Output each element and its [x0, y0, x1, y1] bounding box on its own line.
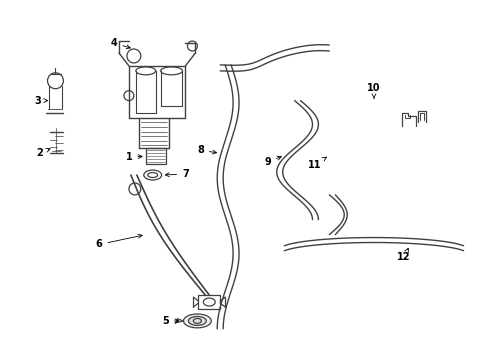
Bar — [146, 148, 166, 164]
Text: 2: 2 — [36, 148, 50, 158]
Text: 7: 7 — [165, 169, 189, 179]
Text: 12: 12 — [397, 248, 411, 262]
Ellipse shape — [189, 316, 206, 325]
Text: 3: 3 — [34, 96, 48, 105]
Text: 9: 9 — [265, 156, 281, 167]
Text: 1: 1 — [125, 152, 142, 162]
Text: 10: 10 — [367, 83, 381, 98]
Text: 8: 8 — [197, 145, 217, 155]
Text: 4: 4 — [111, 38, 130, 49]
Text: 6: 6 — [96, 234, 142, 249]
Text: 11: 11 — [308, 157, 326, 170]
Ellipse shape — [183, 314, 211, 328]
Bar — [198, 295, 220, 309]
Text: 5: 5 — [162, 316, 179, 326]
